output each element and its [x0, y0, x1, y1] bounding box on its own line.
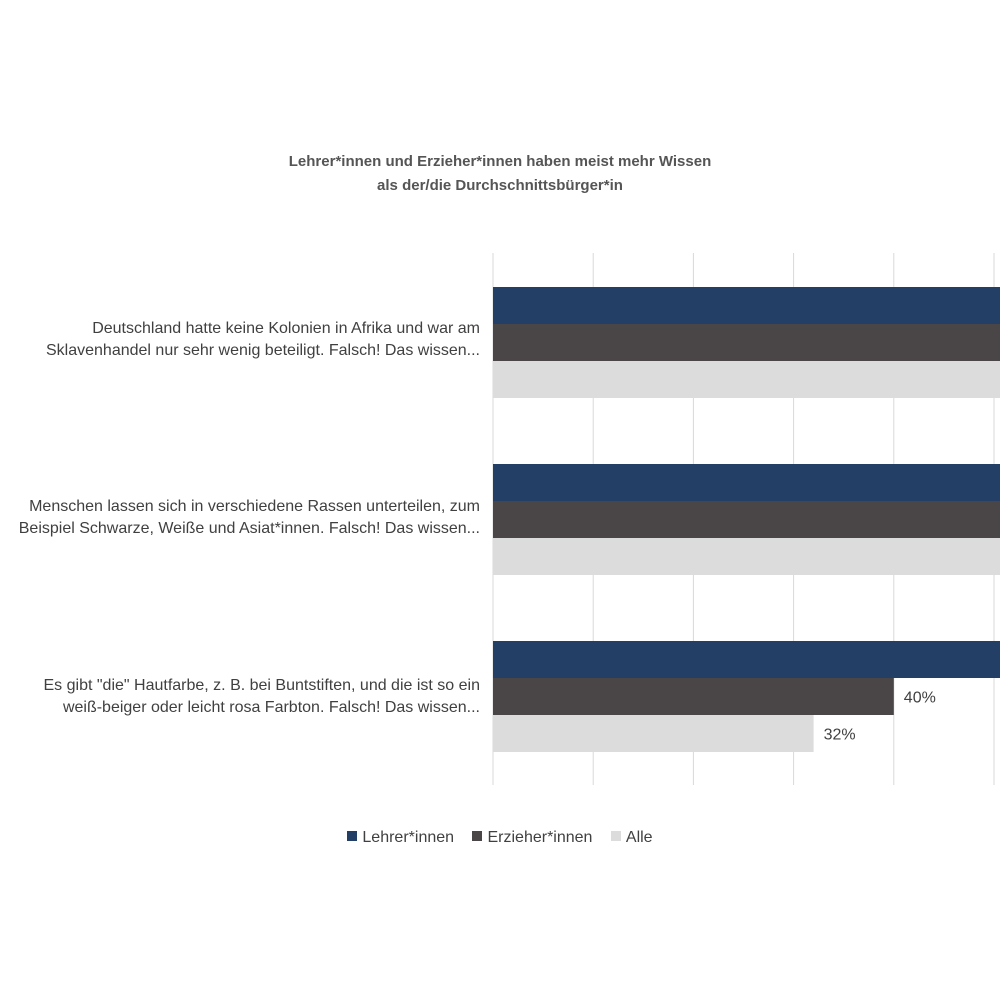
chart-title: Lehrer*innen und Erzieher*innen haben me…	[200, 150, 800, 198]
category-label-2-line-1: Menschen lassen sich in verschiedene Ras…	[29, 498, 480, 515]
bar-alle-2	[493, 538, 1000, 575]
category-label-3-line-1: Es gibt "die" Hautfarbe, z. B. bei Bunts…	[43, 677, 481, 694]
bar-alle-3	[493, 715, 814, 752]
legend-item-alle: Alle	[610, 829, 653, 847]
category-label-1-line-2: Sklavenhandel nur sehr wenig beteiligt. …	[46, 342, 480, 359]
legend-item-erzieher: Erzieher*innen	[472, 829, 592, 847]
category-label-1-line-1: Deutschland hatte keine Kolonien in Afri…	[92, 320, 480, 337]
bar-lehrer-2	[493, 464, 1000, 501]
legend-swatch-alle	[610, 831, 621, 841]
chart-legend: Lehrer*innen Erzieher*innen Alle	[0, 829, 1000, 847]
bar-erzieher-3	[493, 678, 894, 715]
legend-label-lehrer: Lehrer*innen	[362, 829, 455, 846]
legend-swatch-lehrer	[347, 831, 358, 841]
bar-lehrer-3	[493, 641, 1000, 678]
data-label-alle-3: 32%	[824, 727, 856, 744]
category-label-2: Menschen lassen sich in verschiedene Ras…	[10, 496, 480, 540]
bar-lehrer-1	[493, 287, 1000, 324]
category-label-3-line-2: weiß-beiger oder leicht rosa Farbton. Fa…	[62, 699, 480, 716]
chart-title-line-2: als der/die Durchschnittsbürger*in	[377, 177, 623, 194]
category-label-2-line-2: Beispiel Schwarze, Weiße und Asiat*innen…	[18, 520, 480, 537]
bar-alle-1	[493, 361, 1000, 398]
bar-erzieher-1	[493, 324, 1000, 361]
bar-erzieher-2	[493, 501, 1000, 538]
category-label-1: Deutschland hatte keine Kolonien in Afri…	[10, 318, 480, 362]
data-label-erzieher-3: 40%	[904, 690, 936, 707]
legend-swatch-erzieher	[472, 831, 483, 841]
category-label-3: Es gibt "die" Hautfarbe, z. B. bei Bunts…	[10, 675, 481, 719]
chart-title-line-1: Lehrer*innen und Erzieher*innen haben me…	[288, 153, 712, 170]
legend-label-alle: Alle	[625, 829, 653, 846]
legend-item-lehrer: Lehrer*innen	[347, 829, 454, 847]
legend-label-erzieher: Erzieher*innen	[487, 829, 593, 846]
